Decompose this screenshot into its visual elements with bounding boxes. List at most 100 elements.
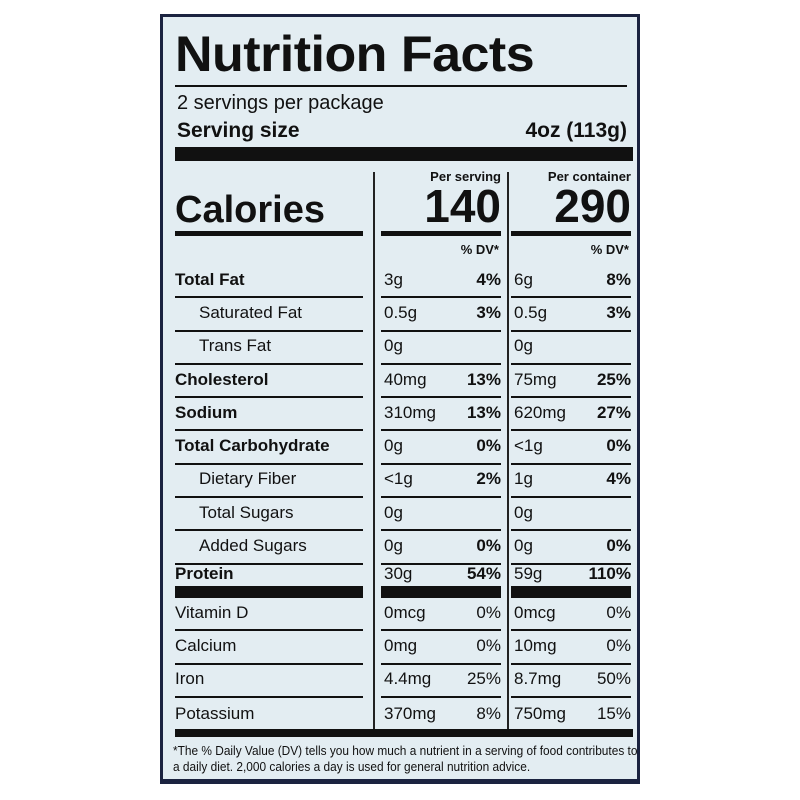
amount: 370mg [384,703,436,723]
per-container-cell: 0g [511,498,631,532]
per-serving-cell: 0g [381,332,501,365]
nutrient-name: Saturated Fat [175,298,363,332]
table-row: Total Fat 3g 4% 6g 8% [175,265,633,299]
servings-per-package: 2 servings per package [177,92,384,114]
nutrient-table: Total Fat 3g 4% 6g 8% Saturated Fat 0.5g 3% 0.5g… [175,265,633,731]
daily-value: 3% [476,302,501,322]
column-divider [373,172,375,737]
amount: <1g [514,436,543,456]
table-row: Protein 30g 54% 59g 110% [175,564,633,598]
daily-value: 0% [606,536,631,556]
per-container-cell: 750mg 15% [511,698,631,731]
table-row: Trans Fat 0g 0g [175,332,633,365]
divider [175,231,363,236]
per-serving-cell: 40mg 13% [381,365,501,399]
per-container-label: Per container [547,169,631,184]
nutrient-name: Trans Fat [175,332,363,365]
table-row: Iron 4.4mg 25% 8.7mg 50% [175,665,633,698]
daily-value: 0% [476,436,501,456]
calories-per-container: 290 [554,180,631,232]
daily-value: 4% [606,469,631,489]
nutrient-name: Iron [175,665,363,698]
amount: 59g [514,564,543,584]
nutrient-name: Total Carbohydrate [175,431,363,465]
table-row: Saturated Fat 0.5g 3% 0.5g 3% [175,298,633,332]
per-serving-cell: 30g 54% [381,564,501,598]
amount: 0mcg [384,602,426,622]
per-container-cell: 75mg 25% [511,365,631,399]
amount: 4.4mg [384,669,432,689]
thick-divider [175,729,633,737]
footnote: *The % Daily Value (DV) tells you how mu… [173,744,638,774]
per-serving-cell: <1g 2% [381,465,501,499]
amount: 620mg [514,402,566,422]
daily-value: 0% [606,602,631,622]
nutrient-name: Added Sugars [175,531,363,565]
per-container-cell: 1g 4% [511,465,631,499]
amount: 0.5g [514,302,548,322]
daily-value: 8% [606,269,631,289]
table-row: Potassium 370mg 8% 750mg 15% [175,698,633,731]
label-title: Nutrition Facts [175,26,535,82]
nutrition-facts-label: Nutrition Facts 2 servings per package S… [160,14,640,784]
daily-value: 27% [596,402,631,422]
table-row: Vitamin D 0mcg 0% 0mcg 0% [175,598,633,632]
amount: 75mg [514,369,557,389]
serving-size-value: 4oz (113g) [525,119,627,142]
table-row: Calcium 0mg 0% 10mg 0% [175,631,633,665]
nutrient-name: Vitamin D [175,598,363,632]
amount: 0g [384,336,403,356]
per-container-cell: 0g 0% [511,531,631,565]
nutrient-name: Cholesterol [175,365,363,399]
per-container-cell: 8.7mg 50% [511,665,631,698]
amount: 8.7mg [514,669,562,689]
amount: <1g [384,469,413,489]
table-row: Cholesterol 40mg 13% 75mg 25% [175,365,633,399]
table-row: Added Sugars 0g 0% 0g 0% [175,531,633,565]
amount: 40mg [384,369,427,389]
nutrient-name: Protein [175,564,363,598]
daily-value: 25% [596,369,631,389]
per-container-cell: 0.5g 3% [511,298,631,332]
calories-per-serving: 140 [424,180,501,232]
amount: 0g [384,536,403,556]
per-serving-cell: 3g 4% [381,265,501,299]
amount: 0g [384,436,403,456]
amount: 310mg [384,402,436,422]
daily-value: 3% [606,302,631,322]
per-serving-cell: 0g 0% [381,431,501,465]
nutrient-name: Sodium [175,398,363,432]
daily-value: 8% [476,703,501,723]
daily-value: 25% [466,669,501,689]
daily-value: 110% [588,564,631,584]
per-container-cell: 620mg 27% [511,398,631,432]
daily-value: 54% [466,564,501,584]
dv-header-container: % DV* [590,242,629,257]
per-container-cell: 0g [511,332,631,365]
divider [175,85,627,87]
per-container-cell: 0mcg 0% [511,598,631,632]
amount: 0.5g [384,302,418,322]
nutrient-name: Calcium [175,631,363,665]
nutrient-name: Total Fat [175,265,363,299]
thick-divider [175,147,633,161]
daily-value: 0% [476,635,501,655]
per-serving-cell: 0g [381,498,501,532]
amount: 0g [514,336,533,356]
amount: 6g [514,269,533,289]
amount: 0g [514,536,533,556]
daily-value: 15% [596,703,631,723]
column-divider [507,172,509,737]
amount: 0g [514,502,533,522]
serving-size-label: Serving size [177,119,300,142]
amount: 10mg [514,635,557,655]
per-serving-label: Per serving [430,169,501,184]
table-row: Total Sugars 0g 0g [175,498,633,532]
per-serving-cell: 0.5g 3% [381,298,501,332]
nutrient-name: Potassium [175,703,255,723]
nutrient-name: Total Sugars [175,498,363,532]
divider [511,231,631,236]
daily-value: 0% [606,436,631,456]
daily-value: 50% [596,669,631,689]
amount: 750mg [514,703,566,723]
